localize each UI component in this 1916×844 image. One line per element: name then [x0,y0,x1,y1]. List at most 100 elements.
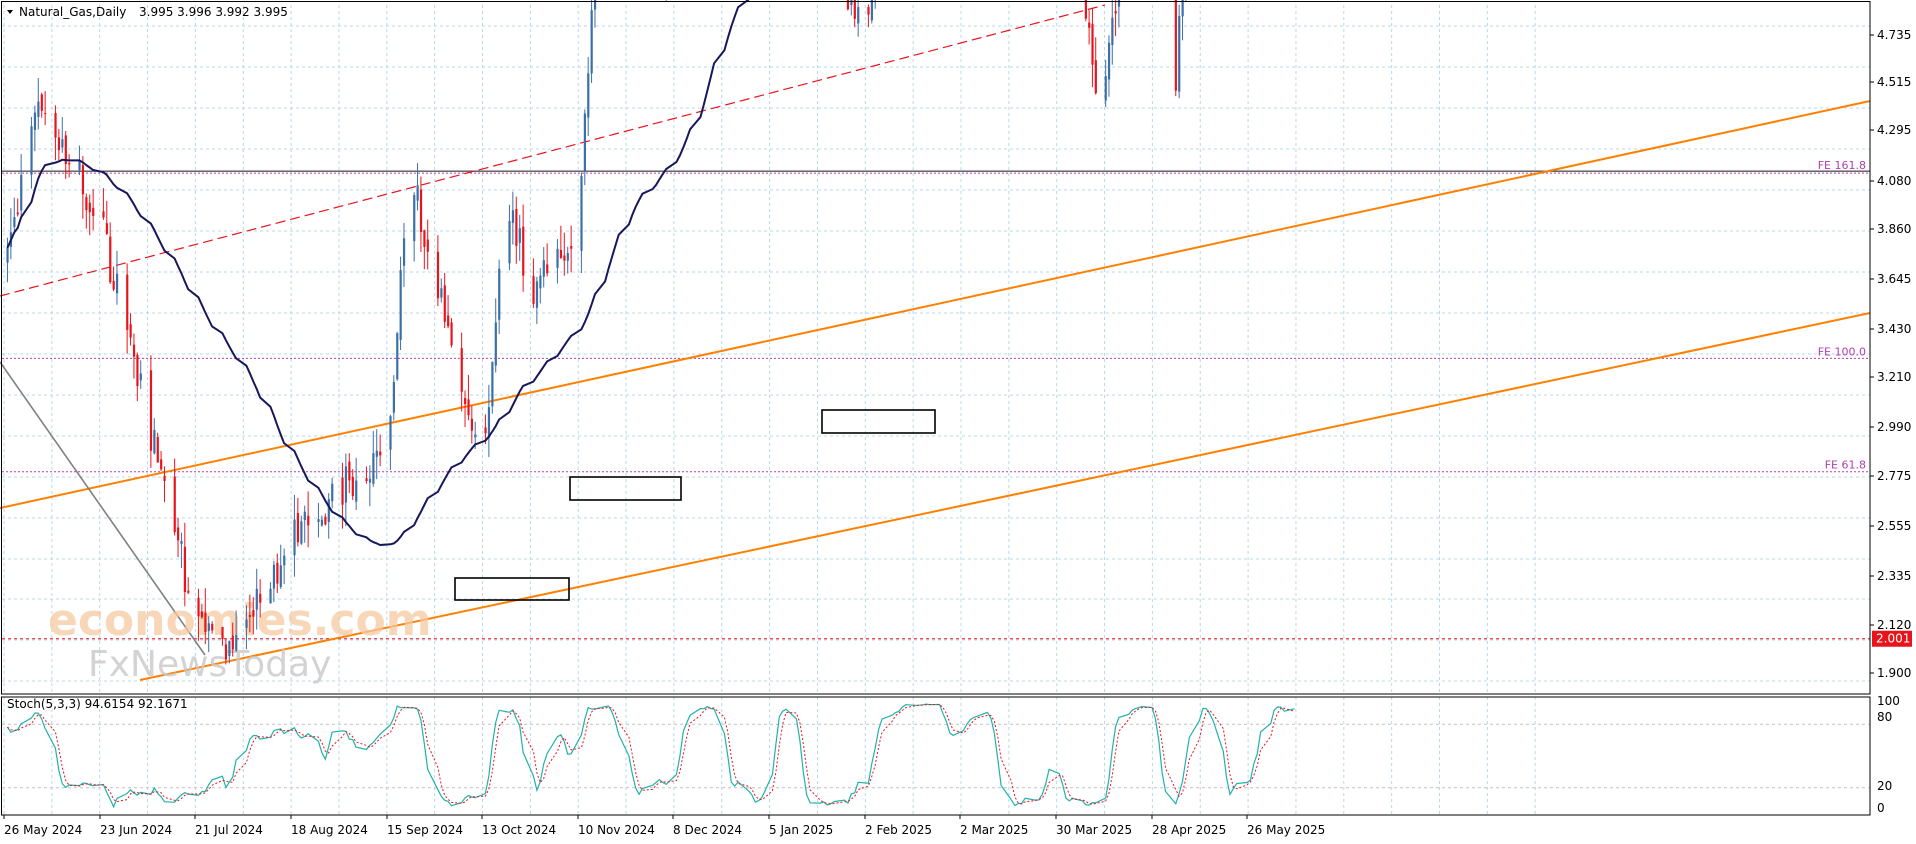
candle [580,172,583,274]
candle [470,405,474,444]
candle [566,246,569,274]
candle-body [419,189,423,233]
candle-body [583,113,586,171]
candle-body [204,612,207,632]
price-tick-label: 3.860 [1877,222,1911,236]
candle-body [518,228,521,243]
candle-body [153,429,156,454]
candle-body [559,250,563,258]
candle [484,414,487,445]
time-tick-label: 10 Nov 2024 [578,823,655,837]
candle-body [850,0,853,6]
candle [30,116,33,189]
candle [402,222,406,288]
candle-body [102,211,105,218]
candle-body [426,239,429,252]
time-tick-label: 15 Sep 2024 [387,823,463,837]
candle [1084,0,1087,22]
candle-body [136,354,139,387]
candle-body [1114,11,1117,14]
candle [1178,4,1181,99]
candle [351,469,354,500]
candle-body [1117,0,1121,7]
candle-body [221,626,224,640]
chart-header: Natural_Gas,Daily 3.995 3.996 3.992 3.99… [7,5,288,19]
candle [61,117,64,153]
candle-body [180,540,183,544]
candle [139,360,142,389]
candle-body [54,112,57,138]
candle [440,278,443,303]
annotation-box-1 [454,577,570,601]
candle-body [303,511,306,521]
candle-body [365,478,368,482]
candle-body [296,513,300,543]
candle [396,331,399,381]
candle-body [355,480,358,502]
candle [85,193,88,229]
price-tick-label: 3.430 [1877,322,1911,336]
candle [532,258,535,308]
dropdown-triangle-icon[interactable] [7,10,13,14]
candle [279,544,282,589]
candle [518,214,521,261]
candle [375,429,378,480]
candle-body [331,483,334,502]
candle [269,582,272,604]
candle-body [327,499,330,522]
candle [64,130,67,179]
candle-body [129,324,132,338]
candle-body [392,382,395,413]
candle [224,638,228,665]
candle [426,219,429,270]
candle [163,466,166,503]
candle [129,313,132,346]
candle-body [484,427,487,434]
candle-body [1111,17,1114,46]
watermark: economies.com FxNewsToday [48,595,432,685]
candle-body [307,515,310,526]
candle [276,553,279,594]
candle-body [132,344,136,357]
candle-body [177,527,180,541]
candle-body [259,593,262,603]
candle-body [372,453,375,484]
candle [136,352,139,402]
candle [248,594,252,633]
candle [207,616,210,653]
candle-body [546,264,549,274]
candle [317,502,320,538]
candle [508,204,511,271]
candle-body [522,226,525,276]
candle [109,222,112,284]
candle-body [450,322,453,346]
candle-body [1174,0,1177,91]
candle [436,235,440,307]
candle-body [532,276,535,304]
candle [187,577,190,595]
candle [115,250,119,305]
candle [57,129,61,161]
candle [1181,0,1184,41]
moving-average [6,0,750,547]
candle-body [283,555,286,566]
candle [379,434,382,467]
candle-body [570,246,573,249]
candle-body [487,407,491,438]
candle [389,414,392,471]
candle-body [460,348,463,392]
candle [1117,0,1121,28]
stoch-signal-line [7,703,1295,805]
candle-body [207,623,210,632]
candle-body [423,230,426,247]
candle [44,91,47,126]
candle-body [1088,22,1091,28]
watermark-line2: FxNewsToday [88,644,331,685]
candle-body [491,362,494,407]
candles [6,0,1187,665]
candle-body [255,588,258,610]
candle-body [443,285,446,322]
candle-body [324,516,327,525]
dashed-upper-channel [0,4,1106,297]
